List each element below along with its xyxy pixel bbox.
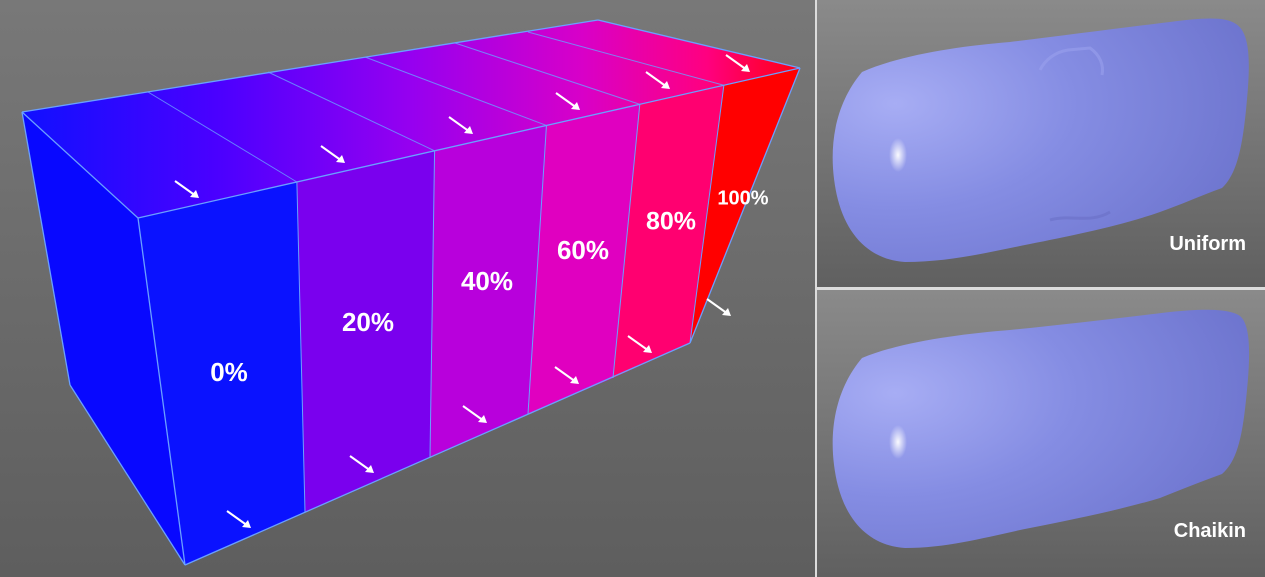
box-edge [184, 342, 691, 566]
front-segment-20 [296, 150, 435, 513]
chaikin-shape [832, 309, 1250, 548]
arrow-down-right-icon [554, 366, 579, 384]
arrow-down-right-icon [645, 71, 670, 89]
top-division-line [527, 31, 725, 86]
box-edge [21, 111, 139, 219]
uniform-bump [1038, 46, 1104, 76]
chaikin-highlight [889, 425, 907, 459]
top-division-line [364, 56, 547, 126]
box-edge [21, 111, 71, 386]
arrow-down-right-icon [226, 510, 251, 528]
arrow-down-right-icon [706, 298, 731, 316]
front-segment-80 [613, 85, 724, 378]
horizontal-divider [817, 287, 1265, 290]
front-division-line [429, 150, 436, 458]
box-top-divisions [147, 31, 725, 183]
chaikin-caption: Chaikin [1174, 520, 1246, 542]
segment-label-100: 100% [717, 187, 768, 209]
box-edges [21, 19, 801, 566]
arrow-down-right-icon [320, 145, 345, 163]
box-edge [21, 19, 599, 113]
box-side-face [22, 112, 185, 565]
box-top-face [22, 20, 800, 218]
front-segment-0 [138, 182, 305, 565]
box-edge [689, 67, 801, 344]
falloff-arrows [174, 54, 750, 528]
box-edge [597, 19, 801, 69]
segment-label-0: 0% [210, 357, 248, 387]
segment-label-60: 60% [557, 235, 609, 265]
box-edge [137, 67, 801, 219]
arrow-down-right-icon [174, 180, 199, 198]
front-division-line [612, 104, 641, 379]
top-division-line [454, 42, 640, 105]
front-division-line [527, 125, 547, 415]
segment-label-20: 20% [342, 307, 394, 337]
uniform-shape [832, 18, 1249, 262]
box-edge [69, 384, 186, 566]
top-division-line [147, 91, 298, 183]
segment-labels: 0% 20% 40% 60% 80% 100% [210, 187, 769, 387]
arrow-down-right-icon [627, 335, 652, 353]
segment-label-40: 40% [461, 266, 513, 296]
front-division-line [689, 85, 725, 344]
front-division-line [296, 181, 306, 513]
top-division-line [267, 71, 435, 152]
front-segment-40 [430, 125, 547, 457]
segment-label-80: 80% [646, 208, 696, 236]
box-edge [137, 217, 186, 566]
uniform-caption: Uniform [1169, 233, 1246, 255]
uniform-highlight [889, 138, 907, 172]
uniform-blob [832, 18, 1249, 262]
arrow-down-right-icon [555, 92, 580, 110]
arrow-down-right-icon [448, 116, 473, 134]
box-front-segments [138, 68, 800, 565]
front-segment-60 [528, 104, 640, 415]
uniform-dent [1049, 210, 1111, 222]
vertical-divider [815, 0, 817, 577]
arrow-down-right-icon [349, 455, 374, 473]
chaikin-blob [832, 309, 1250, 548]
arrow-down-right-icon [462, 405, 487, 423]
arrow-down-right-icon [725, 54, 750, 72]
